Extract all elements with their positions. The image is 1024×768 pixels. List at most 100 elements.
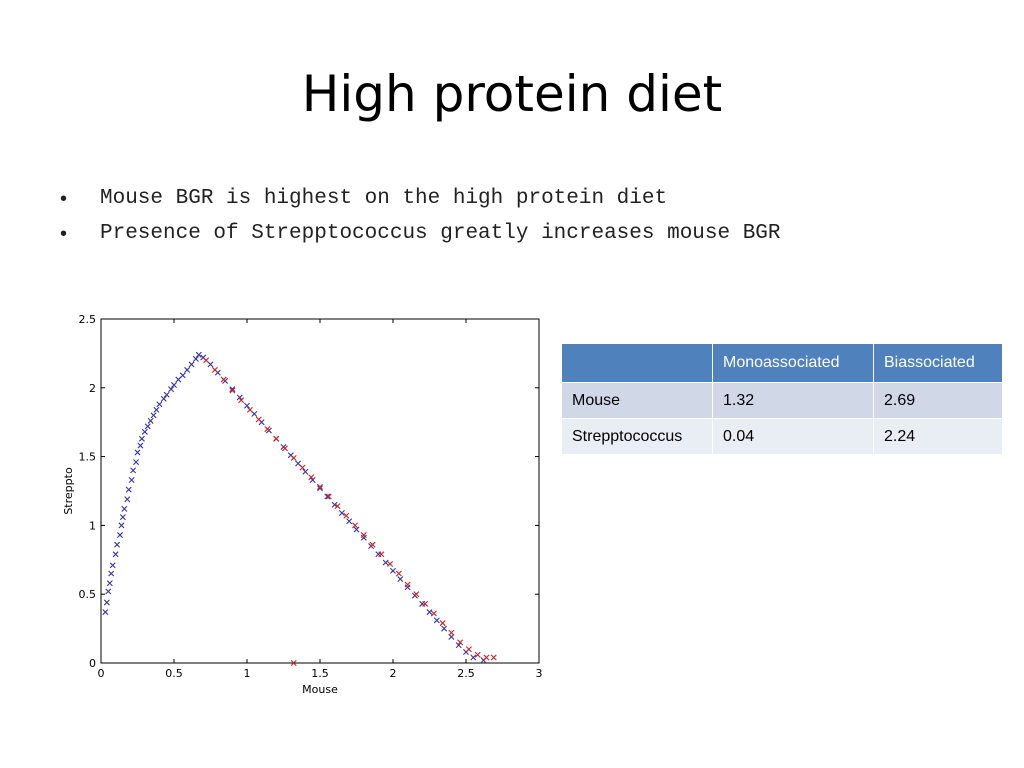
scatter-point (382, 559, 389, 566)
y-tick-label: 0.5 (79, 588, 97, 601)
table-header-cell: Biassociated (873, 343, 1003, 383)
scatter-point (299, 464, 306, 471)
scatter-point (153, 406, 160, 413)
scatter-point (325, 493, 332, 500)
scatter-point (103, 599, 110, 606)
scatter-point (188, 361, 195, 368)
scatter-point (109, 562, 116, 569)
scatter-point (346, 518, 353, 525)
scatter-point (317, 483, 323, 490)
scatter-point (430, 610, 437, 617)
scatter-point (106, 580, 113, 587)
bullet-list: • Mouse BGR is highest on the high prote… (58, 184, 998, 254)
scatter-point (343, 512, 350, 519)
scatter-point (116, 532, 123, 539)
plot-area (100, 318, 540, 664)
x-tick-label: 0 (98, 667, 105, 680)
bullet-item: • Mouse BGR is highest on the high prote… (58, 184, 998, 219)
scatter-point (334, 503, 341, 510)
x-tick-label: 1.5 (311, 667, 329, 680)
bullet-item: • Presence of Strepptococcus greatly inc… (58, 219, 998, 254)
scatter-point (353, 526, 360, 533)
scatter-point (422, 600, 429, 607)
scatter-point (474, 651, 481, 658)
x-tick-label: 0.5 (165, 667, 183, 680)
scatter-point (168, 386, 175, 393)
scatter-point (426, 609, 433, 616)
bullet-text: Presence of Strepptococcus greatly incre… (100, 222, 781, 245)
x-tick-label: 2 (390, 667, 397, 680)
scatter-point (211, 366, 218, 373)
scatter-point (229, 387, 236, 394)
scatter-point (448, 629, 455, 636)
scatter-point (273, 435, 280, 442)
scatter-point (203, 357, 210, 364)
scatter-point (302, 468, 309, 475)
scatter-point (124, 496, 131, 503)
y-tick-label: 1 (89, 519, 96, 532)
scatter-point (308, 474, 315, 481)
table-cell: 2.69 (873, 382, 1003, 419)
scatter-point (433, 617, 440, 624)
scatter-point (195, 351, 202, 358)
chart-marks (102, 351, 497, 666)
scatter-point (102, 609, 109, 616)
scatter-point (397, 576, 404, 583)
table-header-row: Monoassociated Biassociated (561, 343, 1003, 383)
scatter-point (125, 486, 132, 493)
scatter-point (378, 551, 385, 558)
scatter-figure: 0 0.5 1 1.5 2 2.5 3 0 0.5 1 1.5 2 2.5 Mouse Streppto (58, 306, 552, 704)
x-axis-label: Mouse (302, 683, 338, 696)
scatter-point (238, 397, 245, 404)
scatter-point (290, 454, 297, 461)
scatter-point (281, 445, 288, 452)
scatter-point (490, 654, 497, 661)
scatter-point (163, 391, 170, 398)
scatter-point (147, 417, 154, 424)
scatter-point (108, 570, 115, 577)
scatter-point (369, 541, 376, 548)
scatter-point (229, 386, 236, 393)
scatter-point (317, 485, 323, 492)
scatter-point (137, 442, 144, 449)
results-table: Monoassociated Biassociated Mouse 1.32 2… (561, 343, 1003, 455)
bullet-icon: • (60, 188, 68, 210)
scatter-point (144, 423, 151, 430)
x-tick-label: 3 (536, 667, 543, 680)
scatter-point (395, 570, 402, 577)
x-tick-label: 2.5 (457, 667, 475, 680)
scatter-point (439, 620, 446, 627)
scatter-point (128, 477, 135, 483)
scatter-point (179, 372, 186, 379)
scatter-point (441, 625, 448, 632)
y-tick-label: 2.5 (79, 313, 97, 326)
table-row: Strepptococcus 0.04 2.24 (561, 418, 1003, 455)
scatter-point (130, 467, 137, 474)
table-row: Mouse 1.32 2.69 (561, 382, 1003, 419)
slide-title: High protein diet (301, 65, 723, 123)
scatter-point (324, 493, 331, 500)
scatter-point (150, 412, 157, 419)
scatter-point (119, 514, 126, 521)
scatter-point (404, 581, 411, 588)
y-axis-label: Streppto (62, 467, 75, 515)
scatter-point (290, 660, 297, 666)
y-tick-label: 2 (89, 382, 96, 395)
scatter-point (160, 395, 167, 402)
scatter-chart: 0 0.5 1 1.5 2 2.5 3 0 0.5 1 1.5 2 2.5 Mouse Streppto (62, 313, 543, 696)
scatter-point (118, 522, 125, 529)
table-cell: Strepptococcus (561, 418, 713, 455)
scatter-point (387, 560, 394, 567)
scatter-point (105, 588, 112, 595)
scatter-point (246, 406, 253, 413)
scatter-point (457, 639, 464, 646)
scatter-point (220, 376, 227, 383)
table-header-cell (561, 343, 713, 383)
table-cell: Mouse (561, 382, 713, 419)
scatter-point (352, 522, 359, 529)
table-cell: 1.32 (712, 382, 874, 419)
scatter-point (112, 551, 119, 558)
table-header-cell: Monoassociated (712, 343, 874, 383)
chart-axes: 0 0.5 1 1.5 2 2.5 3 0 0.5 1 1.5 2 2.5 (79, 313, 543, 680)
bullet-icon: • (60, 223, 68, 245)
